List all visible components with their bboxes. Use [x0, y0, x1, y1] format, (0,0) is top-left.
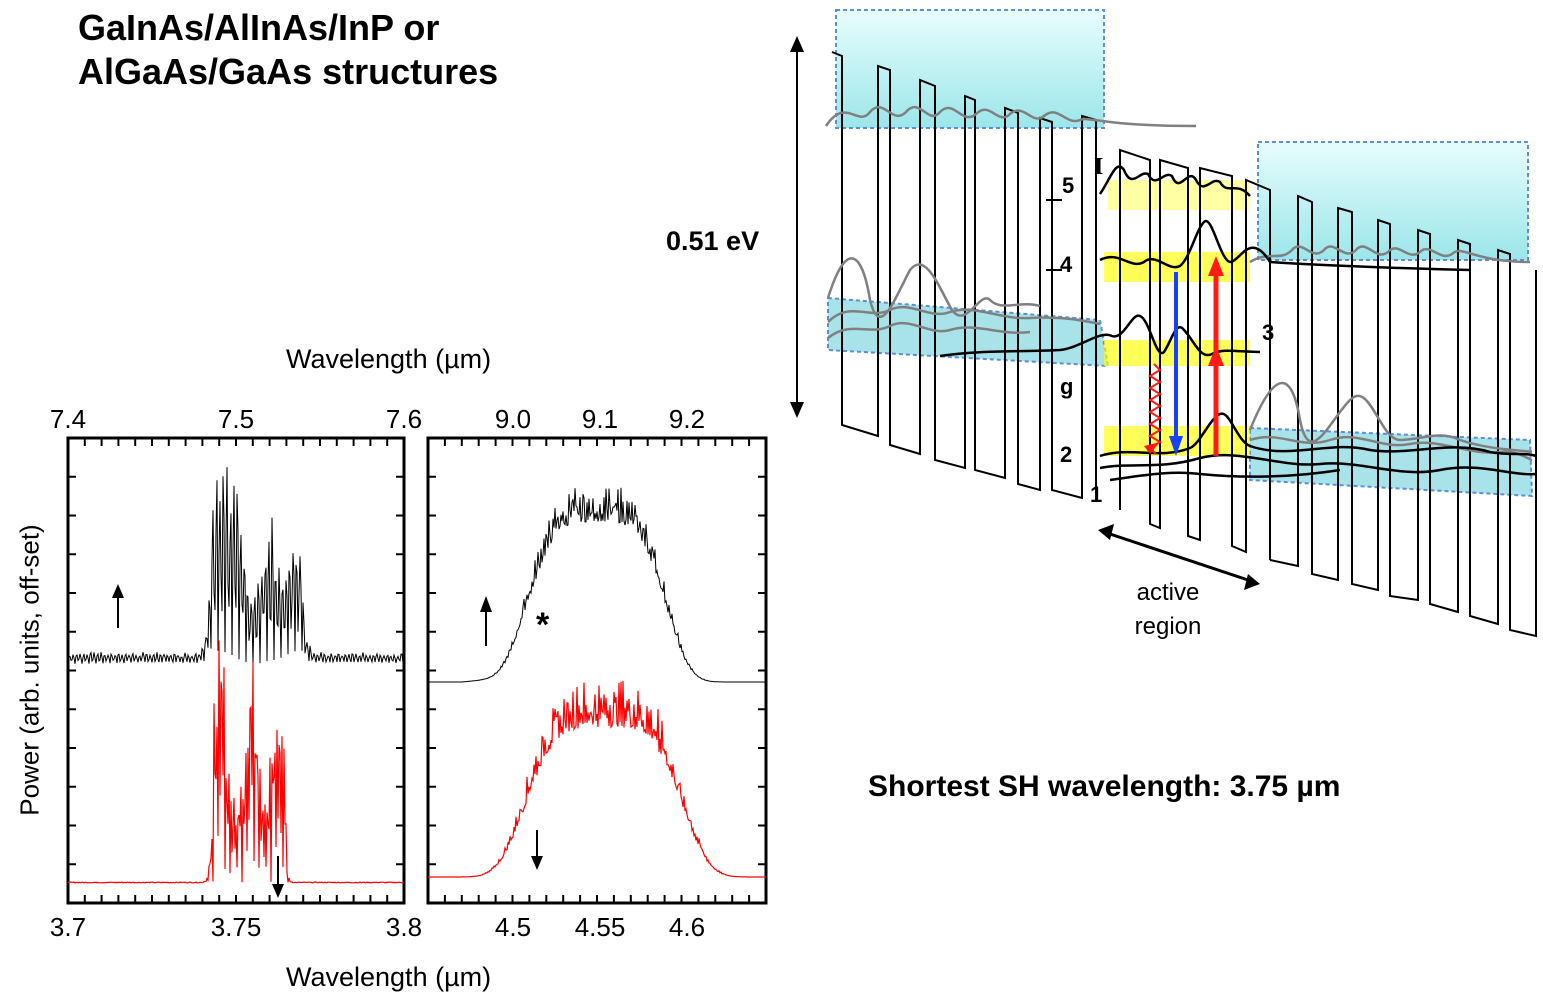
- band-diagram: 5 4 3 g 2 1 I active region: [790, 9, 1537, 640]
- tick-top-left-1: 7.5: [217, 404, 255, 434]
- tick-top-left-2: 7.6: [385, 404, 423, 434]
- asterisk-annotation: *: [536, 606, 550, 644]
- left-spectrum-panel: [66, 436, 406, 905]
- tick-bottom-right-0: 4.5: [494, 912, 532, 942]
- left-red-spectrum: [67, 640, 405, 884]
- tick-top-right-0: 9.0: [494, 404, 532, 434]
- active-region-arrow: [1103, 530, 1255, 584]
- tick-bottom-right-2: 4.6: [668, 912, 706, 942]
- active-wavefunctions: [939, 165, 1537, 482]
- active-region-label-line1: active: [1137, 579, 1200, 606]
- bottom-axis-label: Wavelength (µm): [286, 962, 492, 992]
- active-region-label-line2: region: [1135, 613, 1202, 640]
- left-black-spectrum: [67, 467, 405, 665]
- injector-box-lower-left: [827, 296, 1110, 368]
- level-5-highlight: [1108, 180, 1250, 210]
- title-line-2: AlGaAs/GaAs structures: [78, 51, 499, 92]
- tick-top-right-1: 9.1: [581, 404, 619, 434]
- injector-box-upper-left: [835, 9, 1105, 129]
- energy-span-label: 0.51 eV: [666, 226, 760, 256]
- right-black-spectrum: [428, 487, 766, 683]
- top-axis-label: Wavelength (µm): [286, 344, 492, 374]
- tick-bottom-left-0: 3.7: [49, 912, 87, 942]
- tick-bottom-left-1: 3.75: [210, 912, 262, 942]
- right-spectrum-panel: *: [426, 436, 768, 905]
- level-ticks: [1046, 199, 1062, 271]
- shortest-sh-note: Shortest SH wavelength: 3.75 µm: [868, 770, 1341, 803]
- injector-label: I: [1094, 154, 1103, 180]
- conduction-band-profile: [831, 51, 1537, 638]
- level-label-5: 5: [1062, 173, 1074, 198]
- tick-top-left-0: 7.4: [49, 404, 87, 434]
- tick-bottom-left-2: 3.8: [385, 912, 423, 942]
- tick-top-right-2: 9.2: [668, 404, 706, 434]
- page-title: GaInAs/AlInAs/InP or AlGaAs/GaAs structu…: [78, 6, 498, 94]
- level-label-1: 1: [1090, 482, 1102, 507]
- title-line-1: GaInAs/AlInAs/InP or: [78, 7, 440, 48]
- relaxation-wavy-arrow: [1148, 363, 1162, 455]
- level-label-2: 2: [1060, 442, 1072, 467]
- injector-wavefunctions: [824, 105, 1533, 462]
- right-red-spectrum: [428, 680, 766, 878]
- level-label-3: 3: [1262, 320, 1274, 345]
- level-label-4: 4: [1060, 252, 1073, 277]
- injector-box-upper-right: [1257, 141, 1529, 261]
- tick-bottom-right-1: 4.55: [574, 912, 626, 942]
- level-label-g: g: [1060, 374, 1073, 399]
